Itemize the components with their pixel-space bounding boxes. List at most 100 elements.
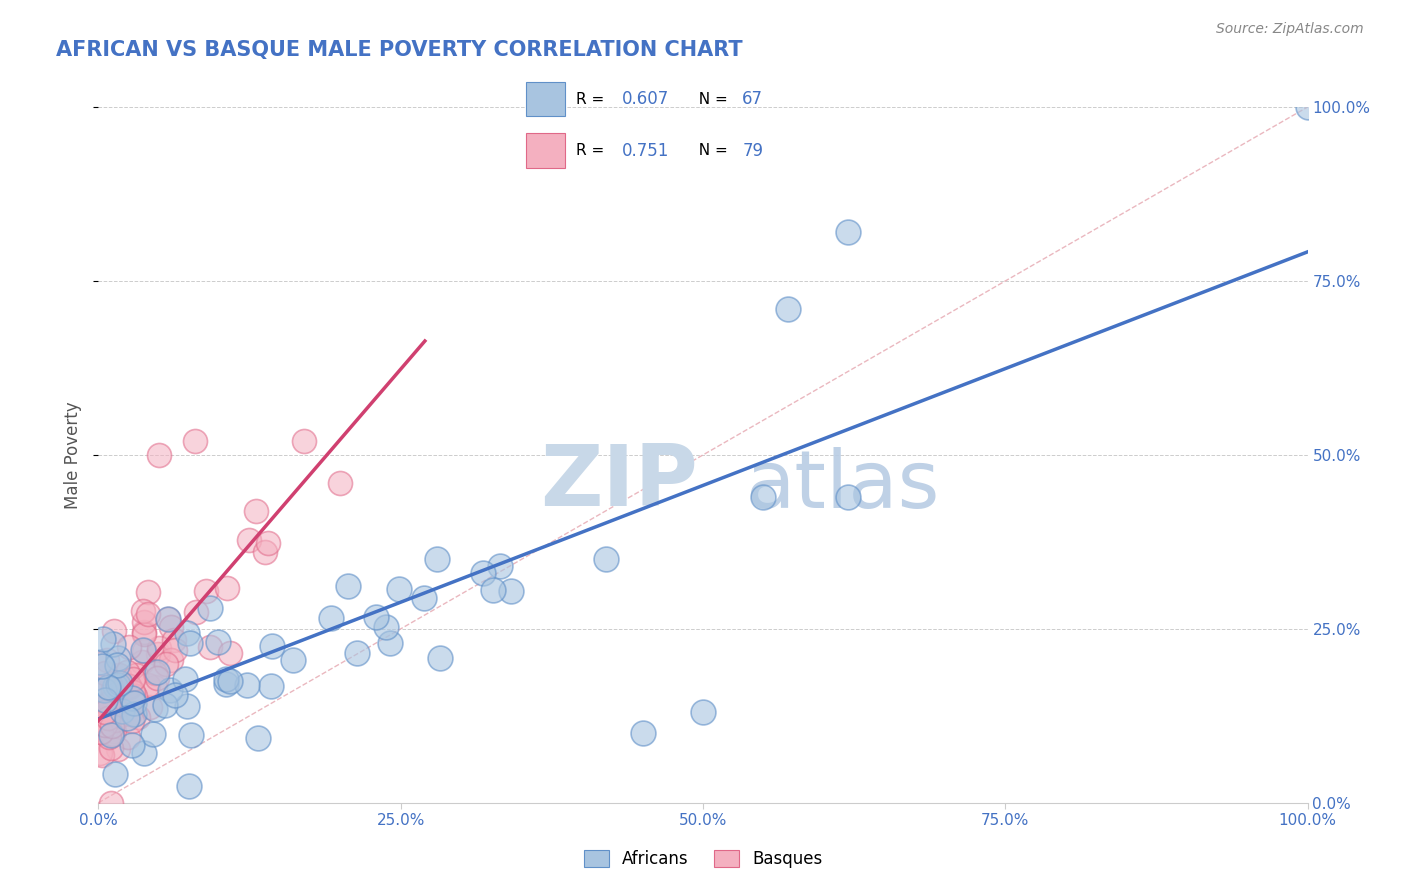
Point — [118, 707, 141, 722]
Point — [247, 731, 270, 745]
Point — [146, 671, 169, 685]
Point — [179, 635, 201, 649]
Point — [184, 434, 207, 448]
Point — [93, 683, 115, 698]
Point — [100, 741, 122, 756]
Point — [131, 655, 153, 669]
Point — [292, 434, 315, 448]
Point — [131, 642, 153, 657]
Point — [207, 635, 229, 649]
Point — [752, 490, 775, 504]
Point — [148, 640, 170, 655]
Point — [160, 653, 183, 667]
Point — [97, 681, 120, 695]
Point — [156, 612, 179, 626]
Point — [108, 668, 131, 682]
Point — [121, 714, 143, 728]
Point — [94, 718, 117, 732]
Point — [413, 591, 436, 606]
Point — [215, 582, 238, 596]
Point — [101, 681, 124, 696]
Point — [256, 536, 278, 550]
Point — [180, 728, 202, 742]
Point — [110, 706, 132, 721]
Point — [103, 724, 125, 739]
Point — [89, 655, 111, 669]
Point — [117, 730, 139, 744]
Point — [159, 620, 181, 634]
Point — [103, 624, 125, 639]
Point — [124, 668, 146, 682]
Point — [132, 746, 155, 760]
Point — [176, 626, 198, 640]
Text: 79: 79 — [742, 142, 763, 160]
Point — [100, 719, 122, 733]
Point — [346, 646, 368, 660]
Point — [429, 651, 451, 665]
Point — [281, 653, 304, 667]
Point — [121, 684, 143, 698]
Point — [153, 698, 176, 713]
Point — [118, 640, 141, 654]
Point — [112, 676, 135, 690]
Point — [488, 559, 510, 574]
Point — [472, 566, 495, 580]
Point — [499, 584, 522, 599]
Point — [124, 689, 146, 703]
Point — [692, 706, 714, 720]
Point — [238, 533, 260, 548]
Point — [388, 582, 411, 596]
Point — [122, 673, 145, 687]
Point — [143, 702, 166, 716]
Point — [90, 748, 112, 763]
Point — [89, 721, 111, 735]
Point — [426, 552, 449, 566]
Point — [375, 620, 398, 634]
Point — [90, 725, 112, 739]
Point — [159, 683, 181, 698]
Point — [96, 653, 118, 667]
Point — [329, 475, 352, 490]
Legend: Africans, Basques: Africans, Basques — [576, 843, 830, 874]
Point — [96, 703, 118, 717]
Point — [107, 651, 129, 665]
Text: 0.607: 0.607 — [621, 90, 669, 108]
Point — [195, 584, 218, 599]
Text: 67: 67 — [742, 90, 763, 108]
Point — [89, 680, 111, 694]
Point — [122, 707, 145, 722]
Point — [97, 698, 120, 712]
Text: atlas: atlas — [745, 447, 939, 525]
Point — [148, 448, 170, 462]
Point — [139, 700, 162, 714]
Point — [90, 685, 112, 699]
Point — [837, 225, 859, 239]
Point — [837, 490, 859, 504]
Point — [176, 698, 198, 713]
Point — [364, 610, 387, 624]
Point — [215, 672, 238, 686]
Text: ZIP: ZIP — [540, 442, 697, 524]
Point — [127, 710, 149, 724]
Point — [198, 640, 221, 654]
Text: 0.751: 0.751 — [621, 142, 669, 160]
Point — [108, 676, 131, 690]
Text: R =: R = — [576, 143, 610, 158]
Point — [97, 697, 120, 711]
Bar — [526, 82, 565, 116]
Point — [105, 658, 128, 673]
Point — [177, 779, 200, 793]
Point — [142, 727, 165, 741]
Point — [100, 706, 122, 720]
Point — [107, 741, 129, 756]
Point — [260, 679, 283, 693]
Point — [218, 647, 240, 661]
Point — [94, 666, 117, 681]
Point — [143, 680, 166, 694]
Point — [236, 678, 259, 692]
Point — [138, 678, 160, 692]
Point — [482, 583, 505, 598]
Point — [121, 690, 143, 705]
Point — [90, 659, 112, 673]
Point — [122, 697, 145, 711]
